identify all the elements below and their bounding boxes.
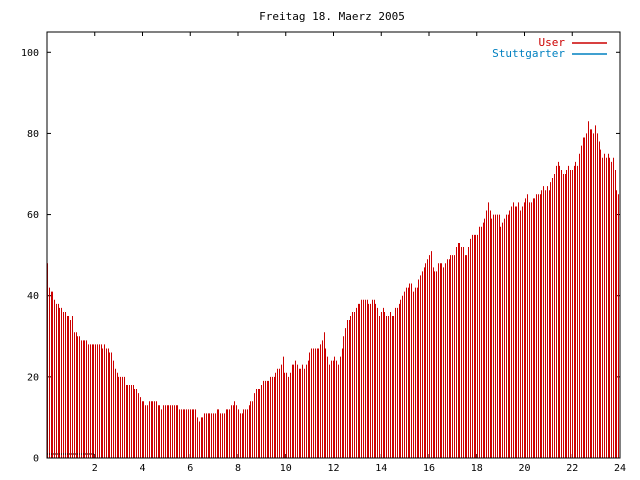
x-tick-label: 2	[92, 463, 98, 474]
x-tick-label: 20	[518, 463, 530, 474]
x-tick-label: 14	[375, 463, 387, 474]
x-tick-label: 18	[471, 463, 483, 474]
y-tick-label: 0	[33, 454, 39, 465]
x-tick-label: 4	[139, 463, 145, 474]
x-tick-label: 24	[614, 463, 626, 474]
y-tick-label: 20	[27, 372, 39, 383]
legend: User Stuttgarter	[492, 36, 607, 60]
chart-title: Freitag 18. Maerz 2005	[259, 10, 405, 23]
legend-label-stuttgarter: Stuttgarter	[492, 47, 565, 60]
x-tick-label: 12	[327, 463, 339, 474]
y-tick-label: 100	[21, 48, 39, 59]
x-tick-label: 6	[187, 463, 193, 474]
y-tick-label: 40	[27, 291, 39, 302]
y-tick-label: 80	[27, 129, 39, 140]
x-tick-label: 22	[566, 463, 578, 474]
x-tick-label: 16	[423, 463, 435, 474]
plot-frame	[46, 31, 621, 459]
legend-label-user: User	[539, 36, 566, 49]
x-tick-label: 8	[235, 463, 241, 474]
y-tick-label: 60	[27, 210, 39, 221]
bar-series-user	[47, 121, 619, 458]
x-tick-label: 10	[280, 463, 292, 474]
x-axis: 2 4 6 8 10 12 14 16 18 20 22 24	[92, 32, 626, 474]
